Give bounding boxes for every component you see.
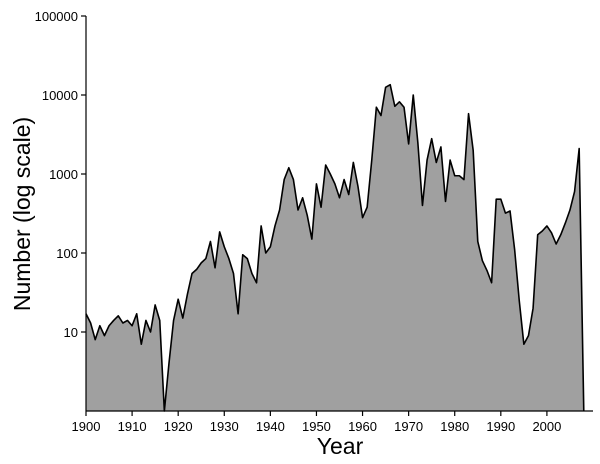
x-tick-label: 1990 [486, 419, 515, 434]
x-tick-label: 1960 [348, 419, 377, 434]
y-tick-label: 100000 [35, 9, 78, 24]
x-tick-label: 1920 [164, 419, 193, 434]
x-tick-label: 1970 [394, 419, 423, 434]
line [85, 83, 585, 412]
area [86, 84, 584, 411]
y-tick-label: 10000 [42, 88, 78, 103]
x-tick-label: 1950 [302, 419, 331, 434]
x-tick-label: 1900 [72, 419, 101, 434]
x-tick-label: 1910 [118, 419, 147, 434]
y-tick-label: 1000 [49, 167, 78, 182]
x-tick-label: 1930 [210, 419, 239, 434]
x-tick-label: 1940 [256, 419, 285, 434]
y-tick-label: 10 [64, 325, 78, 340]
x-tick-label: 1980 [440, 419, 469, 434]
x-tick-label: 2000 [532, 419, 561, 434]
y-tick-label: 100 [56, 246, 78, 261]
x-axis-label: Year [317, 433, 364, 459]
y-axis-label: Number (log scale) [9, 117, 35, 311]
